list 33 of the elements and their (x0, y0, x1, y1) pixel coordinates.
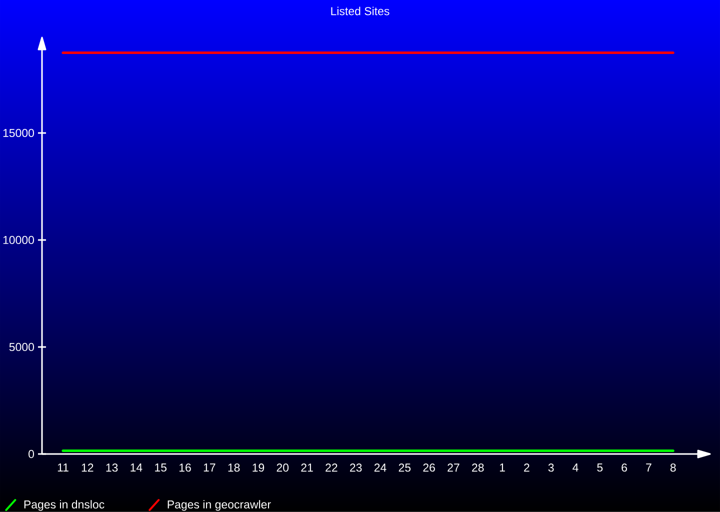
x-tick-label: 21 (301, 464, 313, 472)
x-tick-label: 27 (448, 464, 460, 472)
y-tick-label: 15000 (3, 128, 34, 138)
x-tick-label: 18 (228, 464, 240, 472)
x-tick-label: 16 (179, 464, 191, 472)
chart-title: Listed Sites (331, 6, 390, 16)
y-tick-label: 5000 (9, 342, 34, 352)
x-tick-label: 11 (58, 464, 68, 472)
x-tick-label: 13 (106, 464, 118, 472)
x-tick-label: 4 (572, 464, 578, 472)
x-tick-label: 14 (130, 464, 142, 472)
x-tick-label: 15 (155, 464, 167, 472)
x-tick-label: 17 (204, 464, 216, 472)
x-tick-label: 25 (398, 464, 411, 472)
x-tick-label: 28 (472, 464, 484, 472)
x-tick-label: 3 (548, 464, 554, 472)
x-tick-label: 19 (252, 464, 264, 472)
x-tick-label: 20 (276, 464, 289, 472)
x-tick-label: 2 (524, 464, 530, 472)
x-tick-label: 12 (82, 464, 94, 472)
x-tick-label: 7 (646, 464, 652, 472)
x-tick-label: 8 (670, 464, 676, 472)
x-tick-label: 5 (597, 464, 603, 472)
y-tick-label: 0 (28, 450, 34, 458)
x-tick-label: 26 (423, 464, 435, 472)
x-tick-label: 24 (374, 464, 386, 472)
x-tick-label: 6 (622, 464, 627, 472)
y-tick-label: 10000 (3, 236, 34, 244)
x-tick-label: 23 (350, 464, 362, 472)
x-tick-label: 1 (500, 464, 505, 472)
legend-label: Pages in dnsloc (24, 500, 104, 511)
x-tick-label: 22 (326, 464, 338, 472)
legend-label: Pages in geocrawler (168, 500, 271, 511)
